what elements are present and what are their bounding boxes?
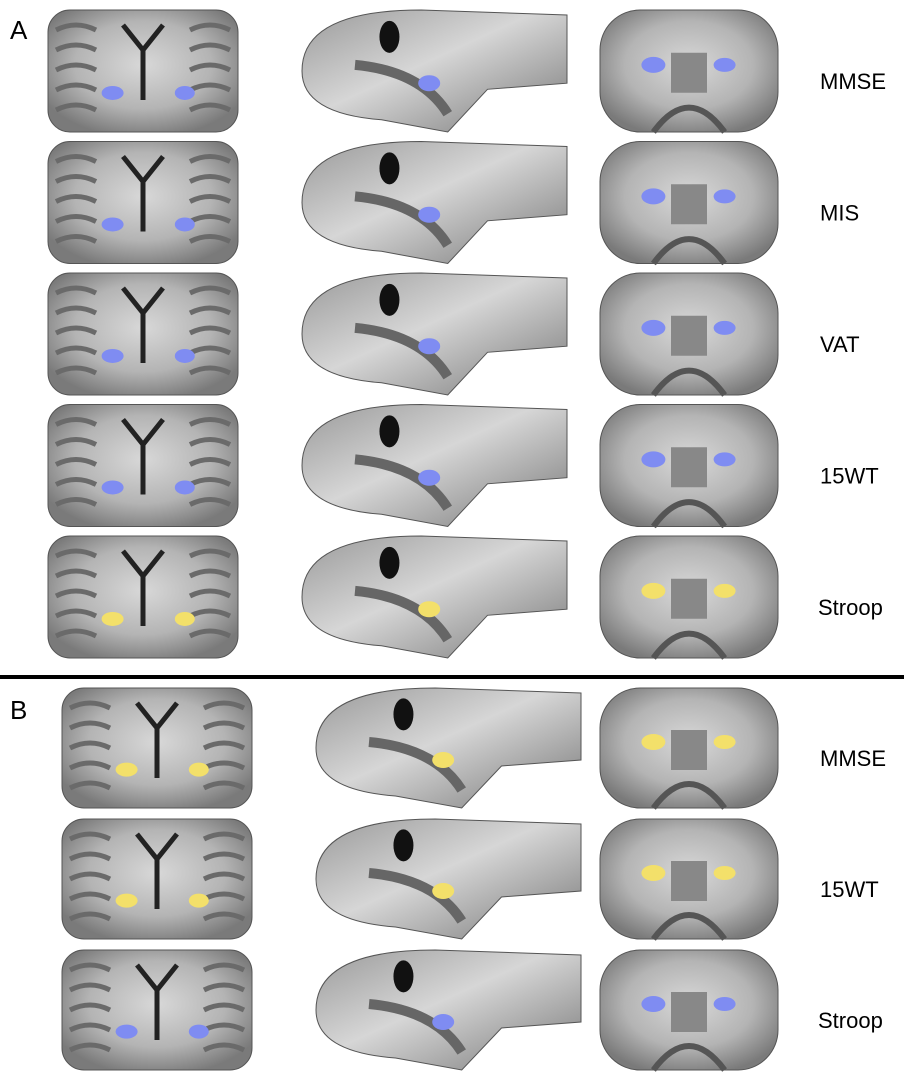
activation [418,338,440,354]
activation [175,612,195,626]
activation [418,207,440,223]
ventricle [379,21,399,53]
activation [641,865,665,881]
activation [418,75,440,91]
activation [641,57,665,73]
activation [189,1025,209,1039]
ventricle [379,284,399,316]
row-label: MIS [820,200,859,225]
sagittal-slice [302,405,567,527]
activation [641,996,665,1012]
ventricle [379,152,399,184]
activation [641,320,665,336]
activation [418,470,440,486]
midbrain [671,730,707,770]
activation [641,451,665,467]
activation [102,612,124,626]
activation [175,217,195,231]
ventricle [393,960,413,992]
activation [189,763,209,777]
activation [641,734,665,750]
activation [175,480,195,494]
activation [102,86,124,100]
image-row [62,819,778,939]
activation [189,894,209,908]
sagittal-slice [302,10,567,132]
row-label: Stroop [818,595,883,620]
activation [714,735,736,749]
activation [418,601,440,617]
activation [432,752,454,768]
activation [175,349,195,363]
activation [102,349,124,363]
midbrain [671,861,707,901]
activation [714,584,736,598]
activation [714,321,736,335]
ventricle [379,415,399,447]
row-label: VAT [820,332,860,357]
activation [175,86,195,100]
activation [116,1025,138,1039]
activation [714,997,736,1011]
image-row [48,142,778,264]
row-label: 15WT [820,877,879,902]
midbrain [671,447,707,487]
panel-label: A [10,15,28,45]
sagittal-slice [316,950,581,1070]
midbrain [671,992,707,1032]
ventricle [393,829,413,861]
activation [641,188,665,204]
activation [116,763,138,777]
row-label: MMSE [820,746,886,771]
activation [714,452,736,466]
image-row [48,273,778,395]
ventricle [379,547,399,579]
sagittal-slice [302,142,567,264]
sagittal-slice [302,536,567,658]
image-row [62,688,778,808]
midbrain [671,184,707,224]
image-row [48,10,778,132]
activation [102,217,124,231]
row-label: 15WT [820,463,879,488]
activation [116,894,138,908]
page: AMMSEMISVAT15WTStroopBMMSE15WTStroop (()… [0,0,904,1078]
activation [641,583,665,599]
image-row [48,536,778,658]
midbrain [671,579,707,619]
sagittal-slice [316,688,581,808]
sagittal-slice [302,273,567,395]
ventricle [393,698,413,730]
activation [432,883,454,899]
row-label: Stroop [818,1008,883,1033]
figure: A MMSE MIS VAT 15WT Stroop B MMSE 15WT Stroop [0,0,904,1078]
midbrain [671,316,707,356]
activation [714,866,736,880]
midbrain [671,53,707,93]
activation [714,189,736,203]
activation [102,480,124,494]
activation [714,58,736,72]
panel-label: B [10,695,27,725]
image-row [48,405,778,527]
row-label: MMSE [820,69,886,94]
image-row [62,950,778,1070]
sagittal-slice [316,819,581,939]
activation [432,1014,454,1030]
